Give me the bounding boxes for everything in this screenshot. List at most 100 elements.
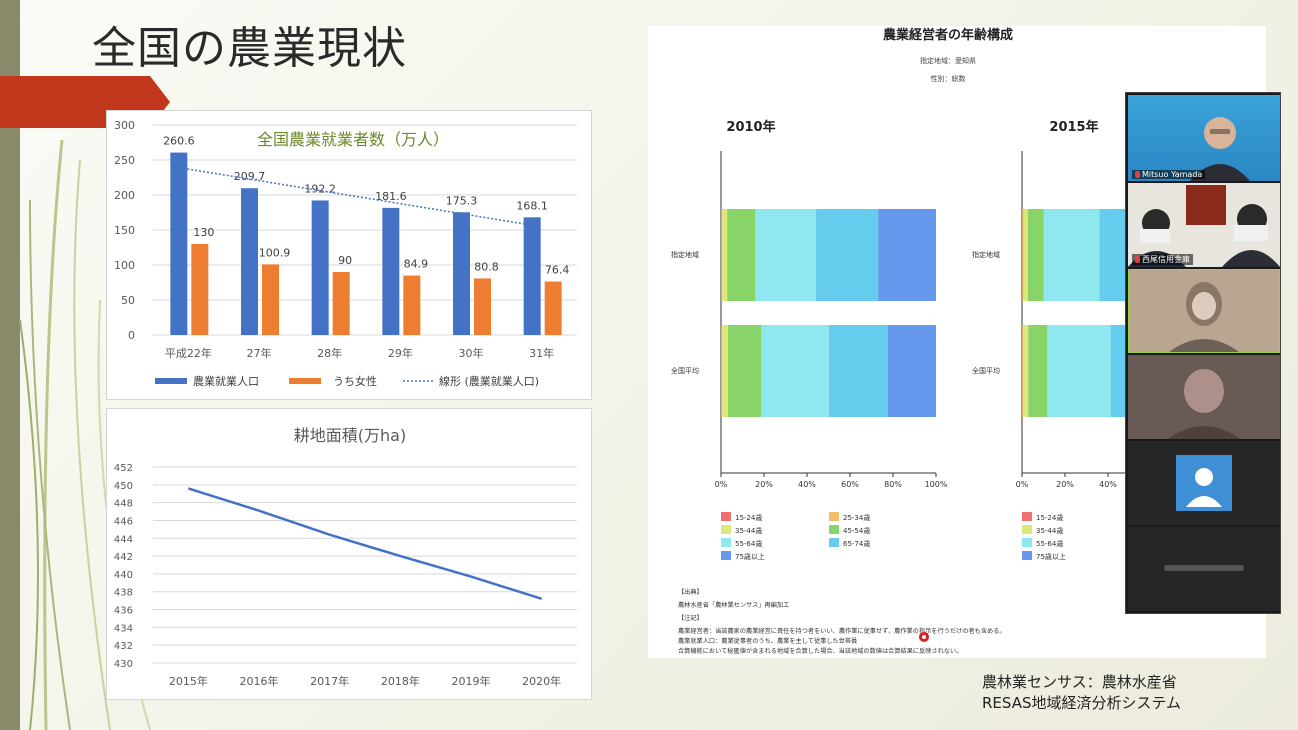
x-tick-label: 80% bbox=[884, 480, 902, 489]
panel-title: 2015年 bbox=[1049, 119, 1098, 135]
stacked-segment bbox=[878, 209, 936, 301]
line-series bbox=[187, 487, 543, 601]
bar-female bbox=[474, 278, 491, 335]
participant-tile[interactable] bbox=[1128, 527, 1280, 611]
participant-tile[interactable]: 西尾信用金庫 bbox=[1128, 183, 1280, 267]
category-label: 指定地域 bbox=[671, 250, 699, 259]
stacked-segment bbox=[1022, 325, 1024, 417]
legend-label: 15-24歳 bbox=[1036, 513, 1063, 522]
x-tick-label: 0% bbox=[715, 480, 728, 489]
slide-title: 全国の農業現状 bbox=[92, 23, 407, 74]
farmland-area-chart-svg: 耕地面積(万ha) 430 432 434 436 438 440 442 444 446 448 4… bbox=[114, 426, 577, 688]
x-tick-label: 30年 bbox=[459, 346, 484, 360]
source-note: 農林業センサス：農林水産省 RESAS地域経済分析システム bbox=[982, 672, 1181, 714]
participant-tile[interactable] bbox=[1128, 355, 1280, 439]
farm-workers-chart: 0 50 100 150 200 250 300 全国農業就業者数（万人） 260.6 130 平成… bbox=[106, 110, 592, 400]
y-tick-label: 200 bbox=[114, 189, 135, 202]
legend-label: 15-24歳 bbox=[735, 513, 762, 522]
category-label: 指定地域 bbox=[972, 250, 1000, 259]
note-text: 農業就業人口：農業従事者のうち、農業を主して従事した世帯員 bbox=[678, 637, 857, 645]
stacked-segment bbox=[1027, 209, 1044, 301]
legend-swatch bbox=[1022, 525, 1032, 534]
farmland-area-chart: 耕地面積(万ha) 430 432 434 436 438 440 442 444 446 448 4… bbox=[106, 408, 592, 700]
resas-subtitle-region: 指定地域：愛知県 bbox=[920, 56, 976, 65]
participant-tile[interactable] bbox=[1128, 441, 1280, 525]
stacked-segment bbox=[722, 325, 728, 417]
stacked-segment bbox=[1047, 325, 1111, 417]
stacked-segment bbox=[887, 325, 936, 417]
x-tick-label: 2020年 bbox=[522, 674, 561, 688]
chart-title: 全国農業就業者数（万人） bbox=[257, 130, 449, 149]
participant-video-blurred bbox=[1168, 369, 1240, 439]
x-tick-label: 27年 bbox=[247, 346, 272, 360]
legend-swatch bbox=[721, 525, 731, 534]
legend-label: 25-34歳 bbox=[843, 513, 870, 522]
x-tick-label: 28年 bbox=[317, 346, 342, 360]
legend-swatch bbox=[1022, 512, 1032, 521]
stacked-segment bbox=[755, 209, 816, 301]
legend-label: 75歳以上 bbox=[735, 552, 765, 561]
x-tick-label: 平成22年 bbox=[165, 346, 212, 360]
stacked-segment bbox=[721, 325, 723, 417]
x-tick-label: 29年 bbox=[388, 346, 413, 360]
note-text: 合算機能において秘匿値が含まれる地域を合算した場合、当該地域の数値は合算結果に反… bbox=[678, 647, 962, 655]
y-tick-label: 450 bbox=[114, 481, 133, 492]
panel-title: 2010年 bbox=[726, 119, 775, 135]
category-label: 全国平均 bbox=[972, 366, 1000, 375]
bar-total bbox=[382, 207, 400, 335]
legend-swatch bbox=[155, 378, 187, 384]
bar-total bbox=[453, 212, 470, 335]
y-tick-label: 50 bbox=[121, 294, 135, 307]
x-tick-label: 20% bbox=[1056, 480, 1074, 489]
participant-name-label: 西尾信用金庫 bbox=[1132, 254, 1193, 265]
legend-label: 55-64歳 bbox=[735, 539, 762, 548]
video-call-panel[interactable]: Mitsuo Yamada 西尾信用金庫 bbox=[1125, 92, 1281, 614]
x-tick-label: 0% bbox=[1016, 480, 1029, 489]
legend-swatch bbox=[721, 538, 731, 547]
bar-total bbox=[170, 152, 188, 335]
data-label: 192.2 bbox=[304, 182, 336, 195]
legend-label: うち女性 bbox=[333, 374, 377, 388]
x-tick-label: 40% bbox=[798, 480, 816, 489]
y-tick-label: 100 bbox=[114, 259, 135, 272]
bar-female bbox=[191, 244, 209, 335]
stacked-segment bbox=[727, 325, 762, 417]
y-tick-label: 436 bbox=[114, 606, 133, 617]
participant-video-blurred bbox=[1169, 282, 1239, 352]
participant-avatar bbox=[1176, 455, 1232, 511]
x-tick-label: 20% bbox=[755, 480, 773, 489]
stacked-segment bbox=[1023, 325, 1029, 417]
x-tick-label: 2018年 bbox=[381, 674, 420, 688]
bar-female bbox=[544, 281, 562, 335]
data-label: 84.9 bbox=[404, 258, 429, 271]
legend-label: 45-54歳 bbox=[843, 526, 870, 535]
farm-workers-chart-svg: 0 50 100 150 200 250 300 全国農業就業者数（万人） 260.6 130 平成… bbox=[114, 119, 577, 388]
bar-female bbox=[262, 264, 279, 335]
data-label: 168.1 bbox=[516, 199, 548, 212]
stacked-segment bbox=[1028, 325, 1048, 417]
y-tick-label: 452 bbox=[114, 463, 133, 474]
trendline bbox=[179, 166, 533, 227]
y-tick-label: 448 bbox=[114, 499, 133, 510]
legend-label: 55-64歳 bbox=[1036, 539, 1063, 548]
stacked-segment bbox=[722, 209, 728, 301]
x-tick-label: 2017年 bbox=[310, 674, 349, 688]
y-tick-label: 444 bbox=[114, 534, 133, 545]
participant-tile[interactable] bbox=[1128, 269, 1280, 353]
legend-label: 75歳以上 bbox=[1036, 552, 1066, 561]
y-tick-label: 150 bbox=[114, 224, 135, 237]
data-label: 260.6 bbox=[163, 135, 195, 148]
participant-tile[interactable]: Mitsuo Yamada bbox=[1128, 95, 1280, 181]
legend-swatch bbox=[829, 512, 839, 521]
legend-label: 35-44歳 bbox=[735, 526, 762, 535]
stacked-segment bbox=[761, 325, 829, 417]
slide-left-bar bbox=[0, 0, 20, 730]
stacked-segment bbox=[815, 209, 879, 301]
bar-female bbox=[332, 272, 350, 335]
stacked-segment bbox=[828, 325, 888, 417]
chart-title: 耕地面積(万ha) bbox=[294, 426, 406, 445]
legend-label: 農業就業人口 bbox=[193, 374, 259, 388]
legend-swatch bbox=[829, 538, 839, 547]
legend-swatch bbox=[721, 551, 731, 560]
